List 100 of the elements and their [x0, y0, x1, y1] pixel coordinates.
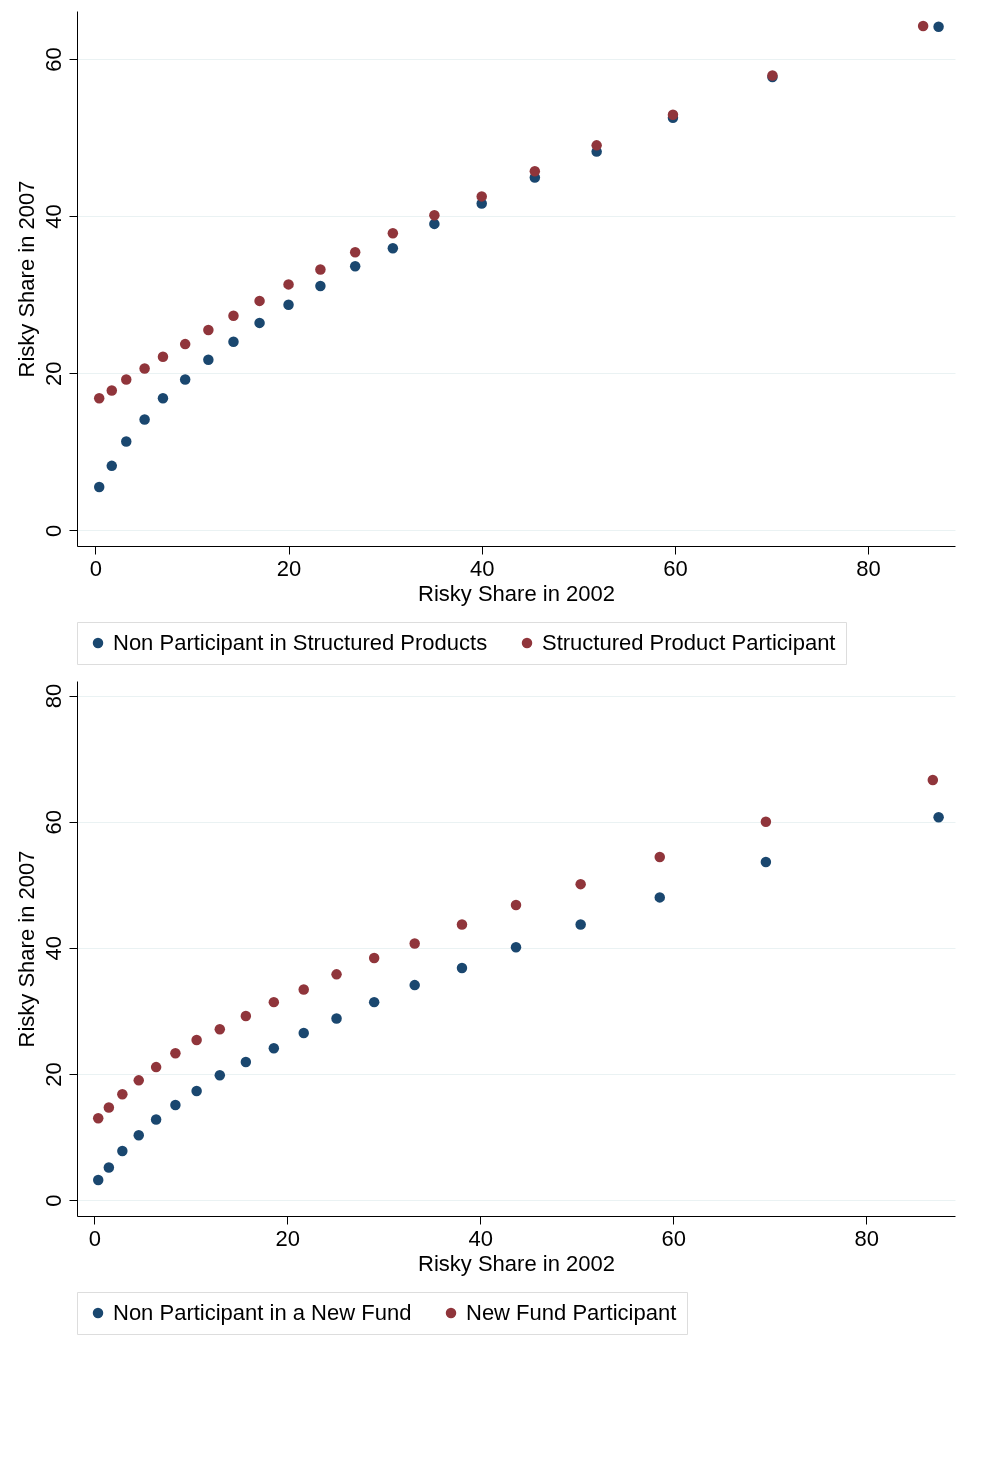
y-axis-title: Risky Share in 2007: [13, 850, 39, 1048]
point: [228, 336, 239, 347]
point: [387, 243, 399, 254]
y-tick-label: 40: [40, 936, 66, 961]
legend-label: Structured Product Participant: [542, 630, 836, 655]
point: [170, 1099, 181, 1111]
point: [591, 140, 602, 151]
point: [157, 351, 169, 362]
legend-label: New Fund Participant: [466, 1300, 677, 1325]
y-tick-label: 60: [40, 47, 66, 72]
point: [933, 21, 944, 32]
point: [106, 385, 118, 396]
point: [283, 279, 294, 290]
point: [476, 191, 487, 202]
point: [203, 354, 214, 366]
point: [298, 1027, 309, 1039]
y-tick-label: 40: [40, 204, 66, 229]
point: [214, 1024, 226, 1035]
x-tick-label: 60: [661, 1225, 687, 1251]
point: [368, 996, 380, 1008]
point: [349, 261, 361, 272]
point: [654, 851, 665, 863]
point: [103, 1162, 115, 1173]
x-tick-label: 80: [854, 1225, 879, 1251]
y-tick-label: 20: [40, 361, 66, 386]
point: [298, 984, 309, 995]
point: [510, 942, 522, 953]
x-axis-title: Risky Share in 2002: [418, 1250, 615, 1276]
point: [283, 299, 294, 311]
point: [214, 1070, 226, 1081]
y-tick-label: 0: [40, 1194, 66, 1207]
point: [117, 1145, 128, 1157]
point: [191, 1034, 202, 1046]
point: [927, 774, 939, 786]
y-tick-label: 20: [40, 1062, 66, 1087]
point: [92, 1174, 104, 1186]
point: [510, 899, 522, 911]
point: [179, 338, 191, 350]
point: [268, 1042, 280, 1054]
point: [203, 324, 214, 336]
point: [150, 1061, 162, 1073]
point: [349, 246, 361, 258]
point: [240, 1056, 252, 1068]
point: [575, 878, 586, 890]
point: [191, 1085, 202, 1097]
point: [529, 166, 541, 177]
point: [179, 374, 191, 385]
y-tick-label: 60: [40, 809, 66, 835]
point: [93, 481, 105, 493]
legend-label: Non Participant in a New Fund: [113, 1300, 412, 1325]
point: [133, 1130, 144, 1141]
point: [139, 363, 150, 374]
point: [368, 952, 380, 964]
point: [92, 1112, 104, 1124]
x-tick-label: 40: [469, 555, 495, 581]
point: [170, 1048, 181, 1059]
y-tick-label: 80: [40, 683, 66, 709]
x-tick-label: 80: [856, 555, 881, 581]
point: [254, 295, 265, 307]
point: [150, 1114, 162, 1125]
point: [121, 436, 132, 447]
point: [315, 264, 326, 275]
x-axis-title: Risky Share in 2002: [418, 580, 615, 606]
point: [121, 374, 132, 385]
legend-label: Non Participant in Structured Products: [113, 630, 488, 655]
point: [429, 218, 440, 230]
point: [760, 856, 772, 868]
point: [429, 210, 440, 221]
x-tick-label: 0: [88, 1225, 101, 1251]
y-tick-label: 0: [40, 524, 66, 537]
point: [667, 109, 679, 120]
point: [268, 996, 280, 1008]
point: [133, 1075, 144, 1086]
point: [456, 962, 468, 974]
y-axis-title: Risky Share in 2007: [13, 180, 39, 378]
point: [331, 1013, 342, 1024]
point: [254, 317, 265, 329]
point: [228, 310, 239, 322]
x-tick-label: 40: [468, 1225, 494, 1251]
point: [575, 919, 586, 930]
point: [103, 1102, 115, 1113]
point: [93, 393, 105, 404]
point: [409, 979, 420, 991]
point: [315, 280, 326, 292]
point: [456, 919, 468, 930]
x-tick-label: 20: [275, 1225, 301, 1251]
x-tick-label: 20: [276, 555, 302, 581]
x-tick-label: 60: [663, 555, 688, 581]
point: [117, 1089, 128, 1100]
point: [106, 460, 118, 472]
point: [409, 938, 420, 949]
point: [654, 892, 665, 903]
point: [760, 816, 772, 827]
x-tick-label: 0: [89, 555, 102, 581]
point: [933, 812, 944, 823]
point: [917, 20, 929, 32]
point: [387, 228, 399, 239]
point: [139, 414, 150, 425]
point: [240, 1010, 252, 1022]
point: [157, 393, 169, 404]
